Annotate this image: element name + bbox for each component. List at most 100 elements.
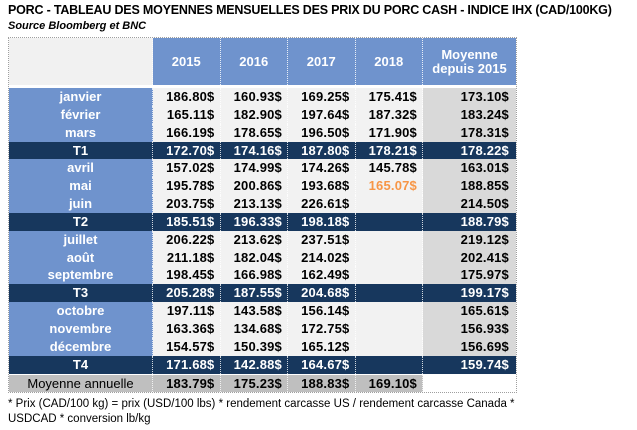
price-cell: 196.50$ [288,123,356,142]
price-cell: 134.68$ [220,319,288,338]
avg-price-cell: 173.10$ [423,88,516,106]
price-cell: 187.55$ [220,284,288,303]
footnote-line-1: * Prix (CAD/100 kg) = prix (USD/100 lbs)… [8,398,515,410]
price-cell: 171.68$ [153,355,221,374]
price-cell: 193.68$ [288,177,356,196]
row-label: Moyenne annuelle [9,374,153,393]
table-row: avril 157.02$ 174.99$ 174.26$ 145.78$ 163.01$ [9,159,516,178]
avg-column-header: Moyenne depuis 2015 [423,38,516,85]
avg-price-cell: 178.22$ [423,141,516,160]
price-cell: 213.13$ [220,195,288,213]
price-cell: 142.88$ [220,355,288,374]
row-label: décembre [9,337,153,356]
table-row: T2 185.51$ 196.33$ 198.18$ 188.79$ [9,212,516,231]
price-cell: 195.78$ [153,177,221,196]
price-cell: 175.41$ [355,88,423,106]
corner-cell [9,38,153,85]
avg-price-cell: 199.17$ [423,284,516,303]
avg-price-cell: 183.24$ [423,105,516,124]
price-cell [355,195,423,213]
price-cell [355,302,423,320]
row-label: mai [9,177,153,196]
row-label: T1 [9,141,153,160]
year-column-header: 2015 [153,38,221,85]
price-cell [355,337,423,356]
price-cell [355,319,423,338]
avg-price-cell: 178.31$ [423,123,516,142]
price-cell: 166.98$ [220,266,288,285]
row-label: août [9,248,153,267]
price-cell: 165.07$ [355,177,423,196]
price-cell: 174.99$ [220,159,288,178]
avg-price-cell: 159.74$ [423,355,516,374]
table-row: novembre 163.36$ 134.68$ 172.75$ 156.93$ [9,319,516,338]
price-cell: 169.25$ [288,88,356,106]
price-cell: 226.61$ [288,195,356,213]
price-cell: 178.65$ [220,123,288,142]
price-cell: 175.23$ [220,374,288,393]
row-label: T3 [9,284,153,303]
table-body: janvier 186.80$ 160.93$ 169.25$ 175.41$ 173.1… [9,88,516,393]
table-row: août 211.18$ 182.04$ 214.02$ 202.41$ [9,248,516,267]
price-cell: 145.78$ [355,159,423,178]
price-cell: 196.33$ [220,212,288,231]
table-row: octobre 197.11$ 143.58$ 156.14$ 165.61$ [9,302,516,320]
price-cell: 203.75$ [153,195,221,213]
table-header-row: 2015 2016 2017 2018 Moyenne depuis 2015 [9,38,516,85]
avg-price-cell: 219.12$ [423,230,516,249]
table-row: février 165.11$ 182.90$ 197.64$ 187.32$ 183.2… [9,105,516,124]
footnote-line-2: USDCAD * conversion lb/kg [8,413,151,425]
price-cell: 211.18$ [153,248,221,267]
price-cell: 172.75$ [288,319,356,338]
avg-price-cell: 175.97$ [423,266,516,285]
price-cell: 187.80$ [288,141,356,160]
table-row: mars 166.19$ 178.65$ 196.50$ 171.90$ 178.31$ [9,123,516,142]
year-column-header: 2018 [355,38,423,85]
price-cell: 164.67$ [288,355,356,374]
avg-price-cell: 156.93$ [423,319,516,338]
row-label: octobre [9,302,153,320]
table-row: juin 203.75$ 213.13$ 226.61$ 214.50$ [9,195,516,213]
row-label: septembre [9,266,153,285]
footnote: * Prix (CAD/100 kg) = prix (USD/100 lbs)… [8,397,623,427]
price-cell: 197.11$ [153,302,221,320]
table-row: juillet 206.22$ 213.62$ 237.51$ 219.12$ [9,230,516,249]
price-cell: 165.12$ [288,337,356,356]
price-cell [355,212,423,231]
price-cell [355,248,423,267]
price-cell: 197.64$ [288,105,356,124]
row-label: novembre [9,319,153,338]
avg-price-cell: 163.01$ [423,159,516,178]
avg-price-cell: 188.79$ [423,212,516,231]
price-cell: 157.02$ [153,159,221,178]
table-row: T1 172.70$ 174.16$ 187.80$ 178.21$ 178.22$ [9,141,516,160]
table-row: Moyenne annuelle 183.79$ 175.23$ 188.83$ 169… [9,373,516,393]
table-header: 2015 2016 2017 2018 Moyenne depuis 2015 [9,38,516,85]
row-label: T2 [9,212,153,231]
price-cell: 163.36$ [153,319,221,338]
table-row: septembre 198.45$ 166.98$ 162.49$ 175.97$ [9,266,516,285]
price-cell: 169.10$ [355,374,423,393]
price-cell: 206.22$ [153,230,221,249]
price-cell: 185.51$ [153,212,221,231]
row-label: T4 [9,355,153,374]
row-label: avril [9,159,153,178]
row-label: mars [9,123,153,142]
page-title: PORC - TABLEAU DES MOYENNES MENSUELLES D… [8,3,612,17]
price-cell: 200.86$ [220,177,288,196]
price-cell: 165.11$ [153,105,221,124]
price-cell [355,266,423,285]
row-label: juillet [9,230,153,249]
avg-price-cell: 214.50$ [423,195,516,213]
price-cell: 178.21$ [355,141,423,160]
price-cell: 143.58$ [220,302,288,320]
table-row: mai 195.78$ 200.86$ 193.68$ 165.07$ 188.85$ [9,177,516,196]
price-cell: 156.14$ [288,302,356,320]
year-column-header: 2016 [220,38,288,85]
price-cell: 205.28$ [153,284,221,303]
avg-price-cell [423,375,516,393]
source-note: Source Bloomberg et BNC [8,20,147,32]
row-label: janvier [9,88,153,106]
price-cell: 237.51$ [288,230,356,249]
